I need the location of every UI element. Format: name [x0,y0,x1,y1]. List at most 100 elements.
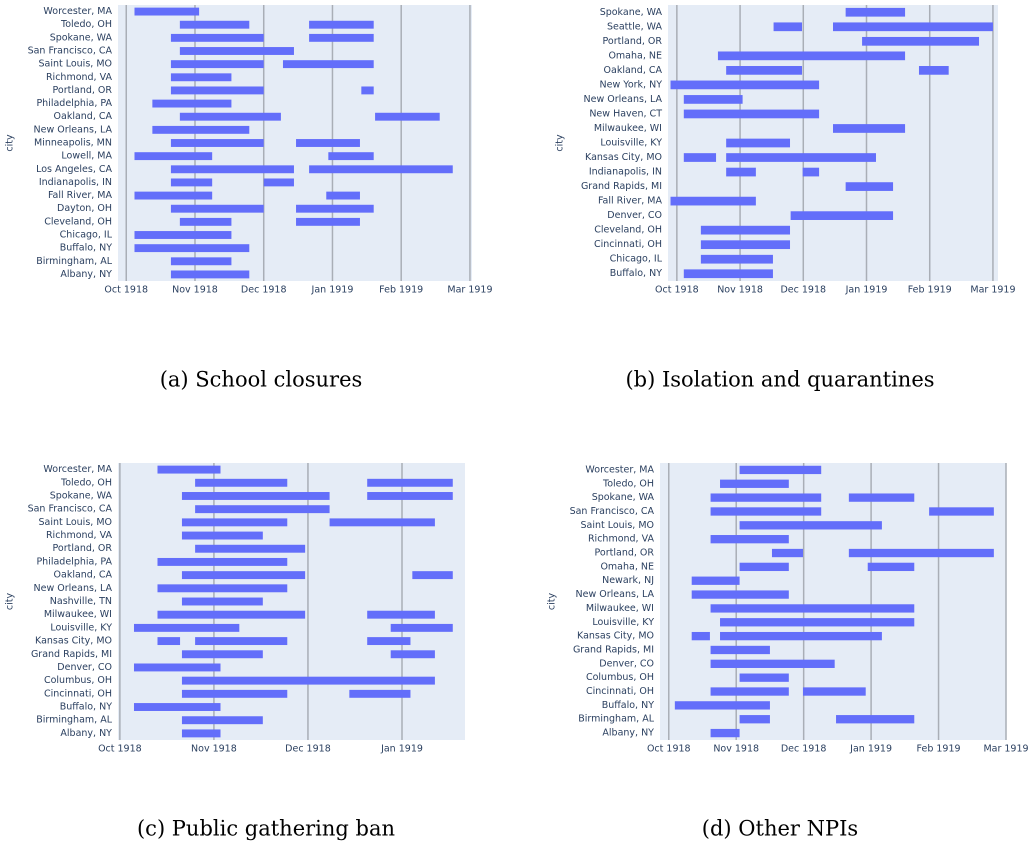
x-tick-label: Mar 1919 [447,285,492,296]
y-tick-label: Fall River, MA [598,196,663,207]
bar [683,109,820,119]
bar [833,124,906,133]
y-tick-label: Toledo, OH [60,19,112,30]
y-tick-label: Oakland, CA [54,570,113,581]
y-tick-label: Portland, OR [53,543,113,554]
bar [170,165,294,174]
bar [309,20,374,29]
y-tick-label: Saint Louis, MO [580,520,654,531]
bar [361,86,374,95]
y-tick-label: Omaha, NE [600,561,654,572]
y-tick-label: Albany, NY [602,728,654,739]
y-tick-label: Spokane, WA [600,7,663,18]
bar [367,478,453,487]
y-axis-title: city [555,134,566,152]
bar [717,51,906,61]
bar [309,33,374,42]
bar [670,196,756,206]
plot-area [118,463,465,740]
y-tick-label: Indianapolis, IN [589,167,662,178]
bar [181,597,263,606]
bar [700,254,773,264]
y-tick-label: Denver, CO [607,210,662,221]
y-tick-label: Portland, OR [595,548,655,559]
y-tick-label: Los Angeles, CA [36,164,112,175]
x-tick-label: Nov 1918 [172,285,218,296]
y-tick-label: Saint Louis, MO [38,517,112,528]
bar [329,518,435,527]
bar [134,244,250,253]
bar [195,478,288,487]
bar [157,465,221,474]
bar [848,548,994,558]
y-tick-label: San Francisco, CA [28,46,113,57]
bar [739,715,770,724]
caption: (d) Other NPIs [702,817,858,841]
bar [181,676,435,685]
y-axis-title: city [5,593,16,611]
bar [929,507,994,516]
bar [195,505,330,514]
bar [263,178,294,187]
bar [179,112,281,121]
y-tick-label: Kansas City, MO [585,152,662,163]
bar [720,618,915,627]
bar [170,178,213,187]
bar [710,645,770,655]
x-tick-label: Dec 1918 [241,285,287,296]
bar [710,535,789,544]
y-tick-label: Grand Rapids, MI [573,644,654,655]
y-tick-label: Omaha, NE [608,50,662,61]
y-tick-label: Toledo, OH [60,477,112,488]
y-tick-label: Louisville, KY [50,622,112,633]
y-tick-label: Spokane, WA [592,492,655,503]
bar [179,217,232,226]
y-tick-label: Philadelphia, PA [36,556,112,567]
bar [134,152,213,161]
x-tick-label: Oct 1918 [655,285,699,296]
x-tick-label: Mar 1919 [970,285,1015,296]
bar [328,152,374,161]
bar [170,60,264,69]
x-tick-label: Nov 1918 [717,285,763,296]
x-tick-label: Nov 1918 [191,744,237,755]
y-tick-label: Albany, NY [60,269,112,280]
y-tick-label: Lowell, MA [61,151,112,162]
bar [700,240,791,250]
bar [390,623,453,632]
bar [836,715,915,724]
bar [739,465,822,475]
y-tick-label: Cincinnati, OH [594,239,662,250]
bar [710,728,740,738]
y-tick-label: Denver, CO [57,662,112,673]
y-tick-label: Milwaukee, WI [586,603,654,614]
bar [700,225,791,235]
bar [181,689,288,698]
bar [691,631,710,641]
bar [710,507,822,516]
bar [170,86,264,95]
y-tick-label: Milwaukee, WI [594,123,662,134]
x-tick-label: Nov 1918 [713,744,759,755]
y-tick-label: Chicago, IL [60,230,113,241]
bar [282,60,374,69]
bar [802,167,820,177]
y-tick-label: Cleveland, OH [594,225,662,236]
bar [375,112,440,121]
bar [170,73,232,82]
bar [867,562,915,572]
bar [309,165,453,174]
bar [726,153,876,162]
bar [296,217,360,226]
y-tick-label: San Francisco, CA [28,504,113,515]
y-tick-label: Saint Louis, MO [38,59,112,70]
bar [181,729,221,738]
y-tick-label: Columbus, OH [586,672,654,683]
y-tick-label: Denver, CO [599,658,654,669]
bar [181,650,263,659]
bar [918,66,949,75]
y-tick-label: Chicago, IL [610,254,663,265]
x-tick-label: Jan 1919 [380,744,423,755]
bar [674,701,770,710]
